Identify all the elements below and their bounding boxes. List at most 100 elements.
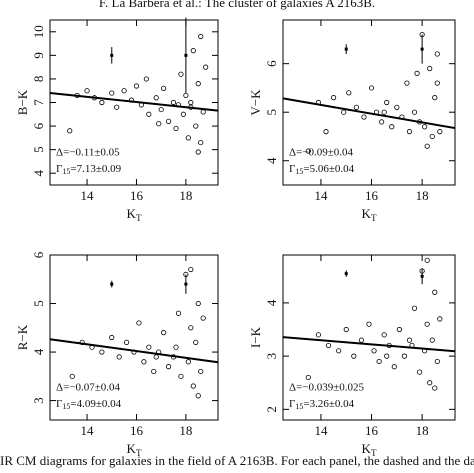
data-point <box>158 106 164 113</box>
data-point <box>99 99 105 106</box>
y-tick-label: 10 <box>31 25 46 38</box>
x-axis-label-sub: T <box>371 213 377 223</box>
plot-frame <box>282 254 456 421</box>
data-point <box>434 80 440 86</box>
data-point <box>188 325 194 331</box>
zero-sub: 15 <box>62 402 70 411</box>
x-axis-label-sub: T <box>136 213 142 223</box>
zero-symbol: Γ <box>56 163 62 175</box>
data-point <box>361 114 367 120</box>
data-point <box>153 354 159 360</box>
data-point <box>203 64 209 70</box>
zero-sub: 15 <box>295 402 303 411</box>
data-point <box>406 337 413 343</box>
data-point <box>69 373 75 379</box>
data-point <box>173 344 179 350</box>
data-point <box>432 95 438 101</box>
x-axis-label-sub: T <box>371 448 377 458</box>
data-point <box>173 125 179 132</box>
data-point <box>123 339 130 345</box>
y-tick-label: 6 <box>31 122 46 129</box>
data-point <box>109 334 115 341</box>
x-tick-label: 18 <box>179 423 192 438</box>
y-tick-label: 4 <box>264 299 279 306</box>
data-point <box>116 354 122 360</box>
data-point <box>195 81 201 87</box>
x-tick-label: 16 <box>365 423 379 438</box>
fit-line <box>49 338 219 364</box>
x-tick-label: 14 <box>81 423 95 438</box>
data-point <box>434 358 440 365</box>
data-point <box>151 368 157 375</box>
data-point <box>432 289 438 295</box>
y-tick-label: 4 <box>31 348 46 355</box>
x-tick-label: 14 <box>314 188 328 203</box>
fit-line <box>49 91 219 112</box>
error-point <box>184 282 188 286</box>
plot-frame <box>49 254 219 421</box>
data-point <box>424 257 430 263</box>
data-point <box>411 109 418 115</box>
data-point <box>188 266 194 273</box>
data-point <box>404 80 410 86</box>
data-point <box>165 364 172 370</box>
data-point <box>114 104 120 110</box>
zero-text: =4.09±0.04 <box>70 398 121 410</box>
data-point <box>325 342 332 349</box>
x-axis-label-sub: T <box>136 448 142 458</box>
y-tick-label: 3 <box>264 353 279 360</box>
zero-point-annotation: Γ15=4.09±0.04 <box>56 398 122 411</box>
figure-caption: IR CM diagrams for galaxies in the field… <box>0 453 474 468</box>
data-point <box>381 332 387 338</box>
data-point <box>195 300 201 307</box>
data-point <box>379 119 385 125</box>
data-point <box>84 88 90 94</box>
data-point <box>165 118 172 124</box>
page-header: F. La Barbera et al.: The cluster of gal… <box>99 0 375 10</box>
x-tick-label: 16 <box>365 188 379 203</box>
slope-annotation: Δ=−0.039±0.025 <box>289 382 365 394</box>
data-point <box>200 315 206 321</box>
y-tick-label: 7 <box>31 99 46 106</box>
y-tick-label: 3 <box>31 397 46 404</box>
y-axis-label: B−K <box>15 89 30 115</box>
error-point <box>420 274 424 278</box>
error-point <box>344 47 348 51</box>
plot-frame <box>282 19 456 186</box>
data-point <box>391 364 397 370</box>
data-point <box>109 90 115 96</box>
data-point <box>175 310 182 316</box>
data-point <box>434 51 440 57</box>
data-point <box>401 353 408 359</box>
data-point <box>143 76 149 82</box>
data-point <box>358 337 365 343</box>
slope-annotation: Δ=−0.09±0.04 <box>289 147 354 159</box>
data-point <box>429 133 435 140</box>
data-point <box>178 373 184 379</box>
x-axis-label-main: K <box>362 206 372 221</box>
x-axis-label: KT <box>127 206 142 223</box>
data-point <box>432 385 438 391</box>
data-point <box>67 128 73 134</box>
data-point <box>190 48 196 54</box>
data-point <box>185 359 191 365</box>
data-point <box>353 104 359 110</box>
data-point <box>381 109 387 115</box>
data-point <box>371 348 377 354</box>
zero-point-annotation: Γ15=5.06±0.04 <box>289 163 355 176</box>
x-tick-label: 18 <box>416 423 429 438</box>
data-point <box>341 109 347 115</box>
data-point <box>346 90 352 96</box>
data-point <box>394 104 400 110</box>
data-point <box>198 33 204 40</box>
data-point <box>153 95 159 101</box>
data-point <box>411 305 418 311</box>
zero-point-annotation: Γ15=7.13±0.09 <box>56 163 122 176</box>
zero-symbol: Γ <box>289 163 295 175</box>
data-point <box>437 316 443 322</box>
data-point <box>185 135 191 141</box>
data-point <box>416 369 423 375</box>
x-axis-label: KT <box>362 441 377 458</box>
data-point <box>384 99 390 106</box>
y-tick-label: 2 <box>264 406 279 413</box>
